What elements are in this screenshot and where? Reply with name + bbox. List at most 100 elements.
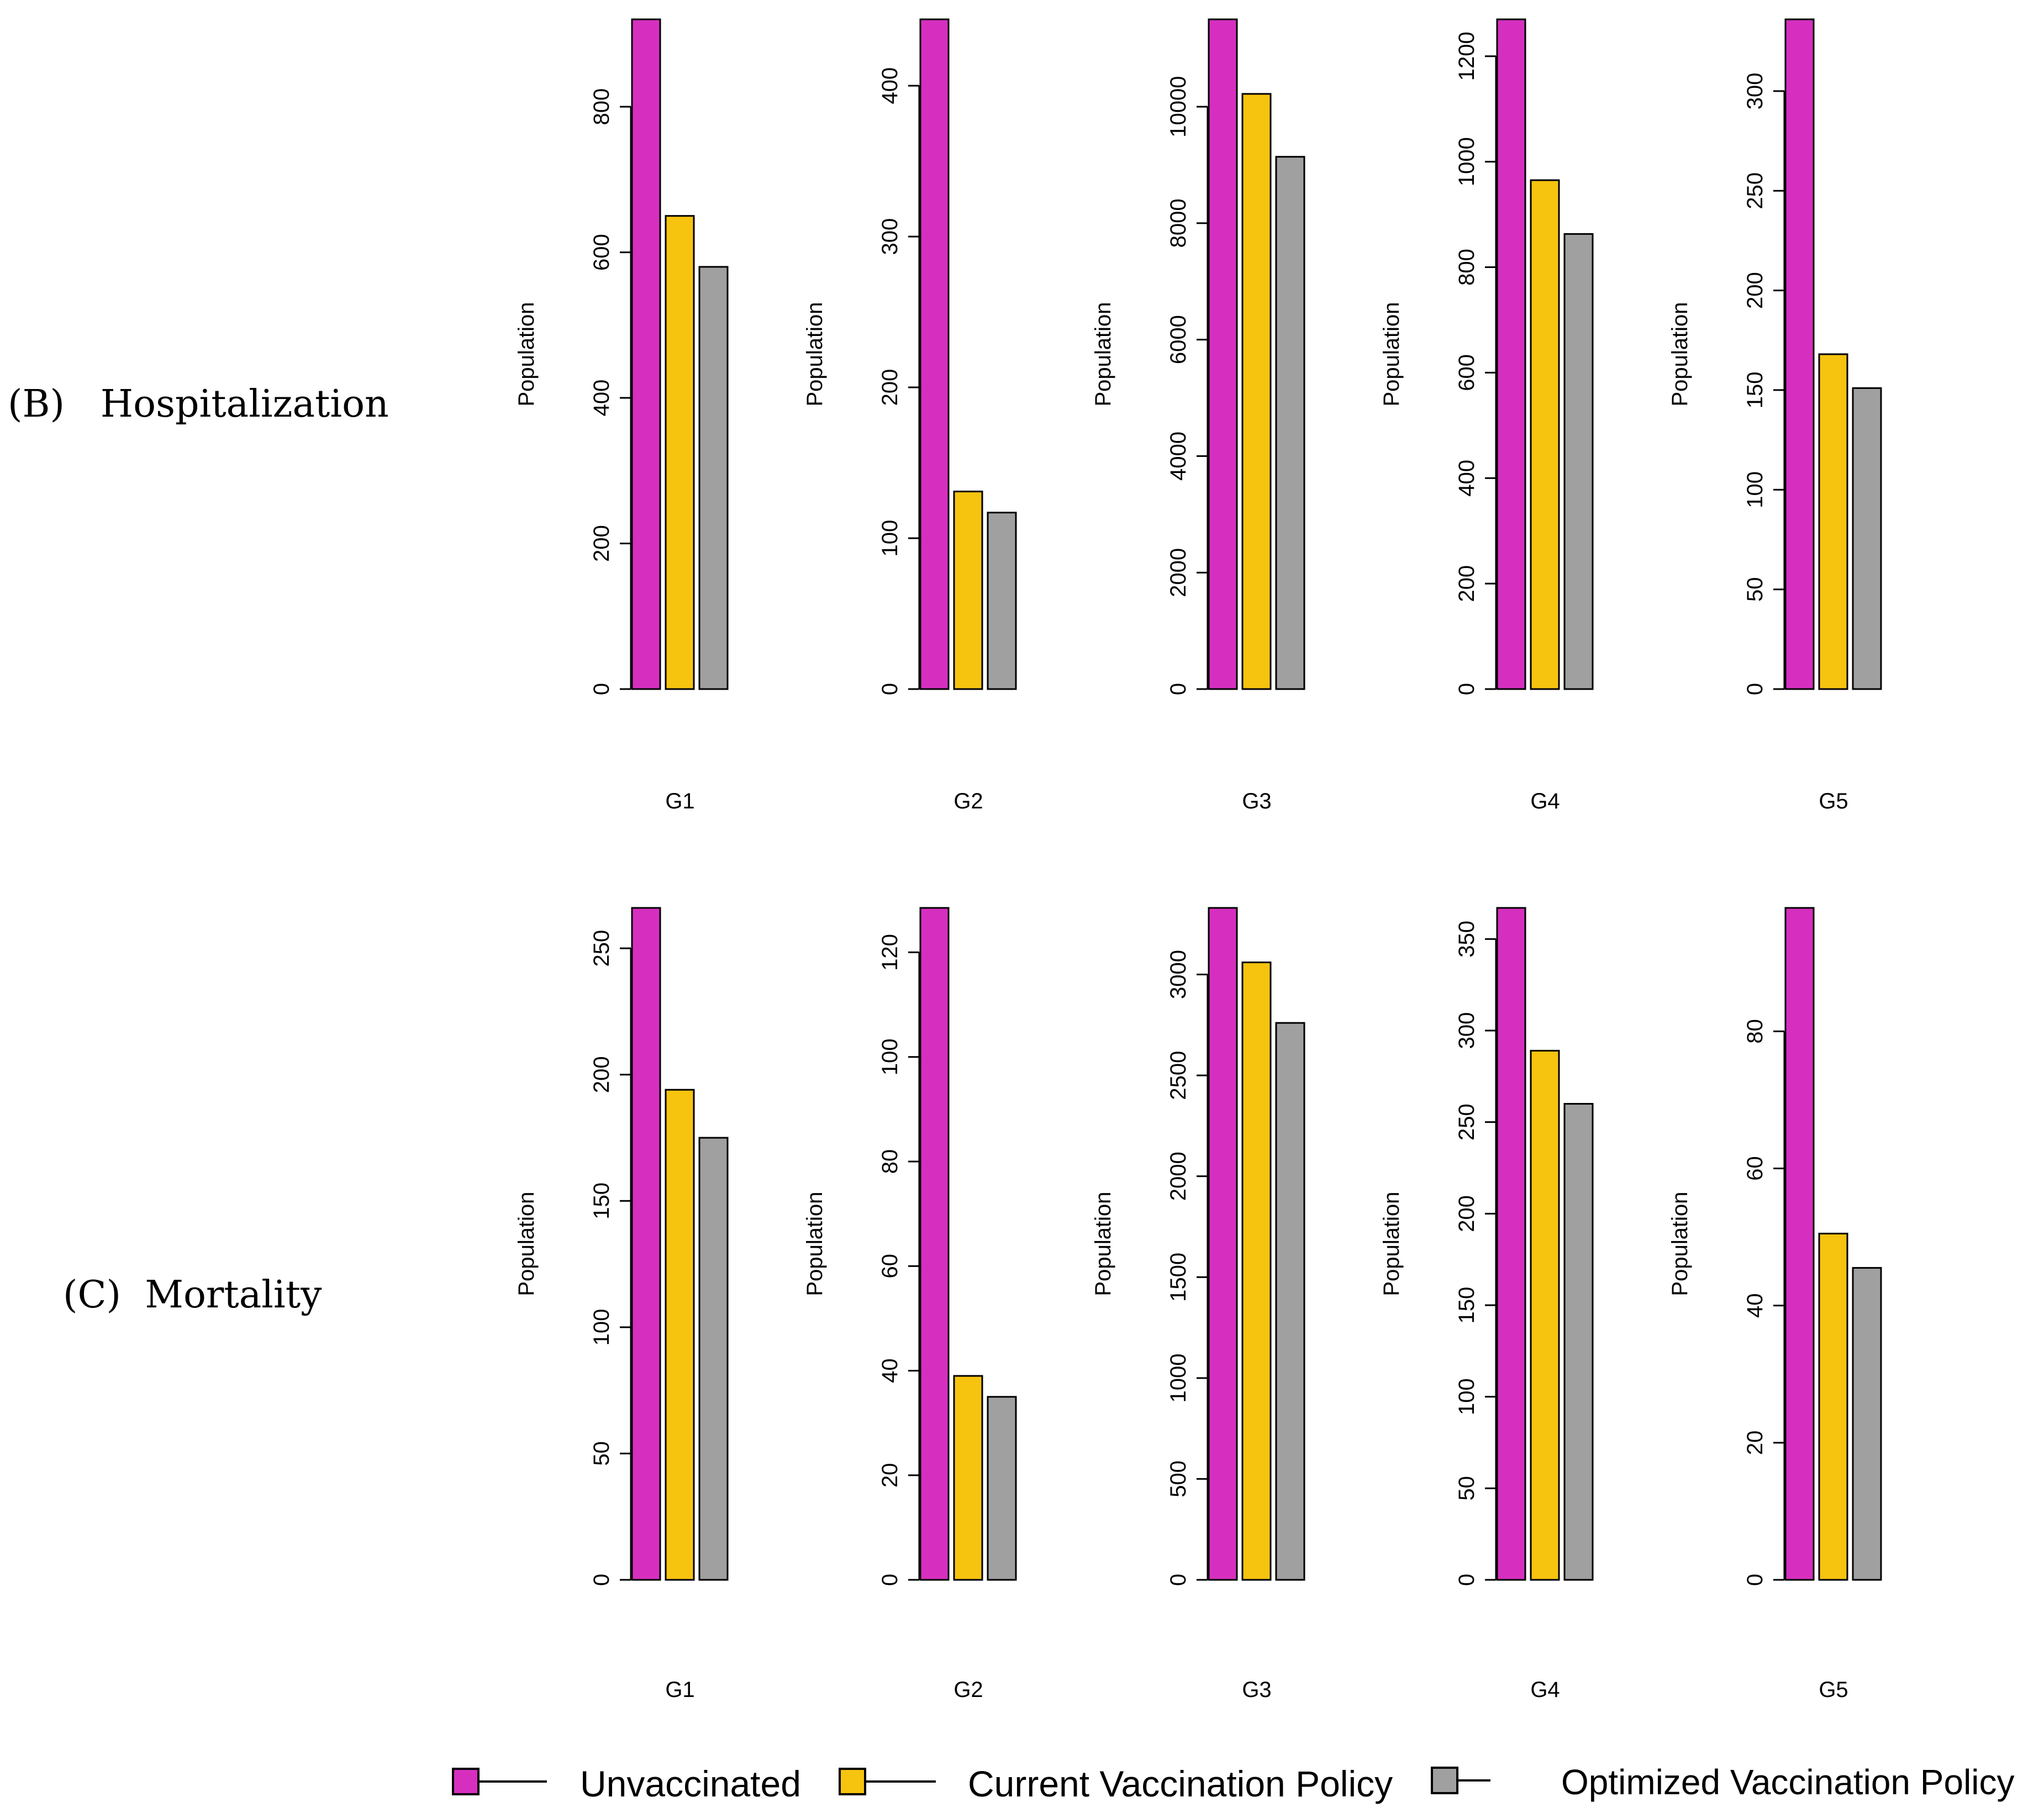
y-tick-label: 80 <box>1743 1019 1767 1044</box>
y-tick-label: 1000 <box>1455 137 1479 186</box>
bar-optimized-vaccination-policy <box>698 266 729 690</box>
y-tick-label: 2000 <box>1166 548 1190 597</box>
y-tick-label: 20 <box>878 1463 902 1488</box>
category-label: G3 <box>1242 1678 1271 1702</box>
bar-current-vaccination-policy <box>1241 961 1272 1581</box>
y-tick-label: 800 <box>1455 249 1479 286</box>
bar-unvaccinated <box>631 907 661 1581</box>
y-tick-label: 300 <box>1455 1012 1479 1049</box>
y-tick-label: 150 <box>1455 1287 1479 1324</box>
bar-unvaccinated <box>919 907 950 1581</box>
y-tick-label: 0 <box>878 1574 902 1586</box>
bar-unvaccinated <box>1784 907 1815 1581</box>
chart-panel-0-2: 0 2000 4000 6000 8000 10000 Population G3 <box>1091 18 1305 813</box>
category-label: G4 <box>1530 789 1560 813</box>
chart-panel-0-4: 0 50 100 150 200 250 300 Population G5 <box>1668 18 1882 813</box>
row-labels: (B) Hospitalization (C) Mortality <box>8 382 389 1317</box>
category-label: G4 <box>1530 1678 1560 1702</box>
y-axis-label: Population <box>1091 302 1115 406</box>
y-tick-label: 150 <box>1743 372 1767 409</box>
y-tick-label: 40 <box>878 1358 902 1383</box>
y-tick-label: 50 <box>1455 1476 1479 1501</box>
bar-unvaccinated <box>1496 907 1526 1581</box>
chart-panel-1-0: 0 50 100 150 200 250 Population G1 <box>514 907 729 1702</box>
y-tick-label: 20 <box>1743 1431 1767 1456</box>
y-axis-label: Population <box>1091 1191 1115 1296</box>
y-tick-label: 60 <box>1743 1156 1767 1181</box>
bar-current-vaccination-policy <box>665 1089 695 1581</box>
bar-unvaccinated <box>1208 18 1238 690</box>
y-tick-label: 300 <box>1743 72 1767 109</box>
y-tick-label: 150 <box>589 1183 614 1220</box>
y-tick-label: 100 <box>878 520 902 557</box>
y-tick-label: 1200 <box>1455 31 1479 81</box>
bar-unvaccinated <box>631 18 661 690</box>
bar-unvaccinated <box>1496 18 1526 690</box>
y-tick-label: 200 <box>878 369 902 406</box>
chart-panels: 0200400600800PopulationG10100200300400Po… <box>514 18 1882 1702</box>
y-tick-label: 50 <box>1743 577 1767 602</box>
bar-optimized-vaccination-policy <box>1563 1103 1594 1581</box>
y-tick-label: 0 <box>1743 683 1767 695</box>
y-tick-label: 3000 <box>1166 950 1190 999</box>
y-tick-label: 200 <box>589 1056 614 1093</box>
category-label: G3 <box>1242 789 1271 813</box>
y-axis-label: Population <box>1379 302 1404 406</box>
bar-unvaccinated <box>1208 907 1238 1581</box>
y-tick-label: 0 <box>1166 683 1190 695</box>
bar-optimized-vaccination-policy <box>1563 233 1594 690</box>
y-tick-label: 1000 <box>1166 1353 1190 1402</box>
y-axis-label: Population <box>1668 1191 1692 1296</box>
legend-swatch <box>839 1768 866 1795</box>
y-axis-label: Population <box>514 302 539 406</box>
legend-item: Current Vaccination Policy <box>839 1763 1393 1804</box>
y-tick-label: 300 <box>878 218 902 255</box>
bar-current-vaccination-policy <box>1530 179 1560 690</box>
bar-unvaccinated <box>1784 18 1815 690</box>
bar-current-vaccination-policy <box>953 490 983 690</box>
bar-current-vaccination-policy <box>1530 1049 1560 1581</box>
y-tick-label: 0 <box>1166 1574 1190 1586</box>
y-tick-label: 0 <box>589 1574 614 1586</box>
y-tick-label: 0 <box>878 683 902 695</box>
y-axis-label: Population <box>1379 1191 1404 1296</box>
bar-current-vaccination-policy <box>1818 1232 1848 1581</box>
y-tick-label: 50 <box>589 1441 614 1466</box>
legend-label: Current Vaccination Policy <box>968 1763 1393 1804</box>
y-tick-label: 400 <box>589 380 614 417</box>
bar-optimized-vaccination-policy <box>1275 1022 1305 1581</box>
y-tick-label: 600 <box>1455 354 1479 391</box>
category-label: G2 <box>953 1678 983 1702</box>
legend-swatch <box>1431 1767 1458 1794</box>
y-tick-label: 6000 <box>1166 315 1190 364</box>
y-tick-label: 250 <box>589 930 614 967</box>
y-tick-label: 350 <box>1455 921 1479 958</box>
y-tick-label: 100 <box>878 1038 902 1075</box>
chart-panel-1-4: 0 20 40 60 80 Population G5 <box>1668 907 1882 1702</box>
y-tick-label: 0 <box>1455 683 1479 695</box>
chart-panel-1-3: 0 50 100 150 200 250 300 350 Population G4 <box>1379 907 1594 1702</box>
y-axis-label: Population <box>514 1191 539 1296</box>
y-tick-label: 2500 <box>1166 1051 1190 1100</box>
y-axis-label: Population <box>1668 302 1692 406</box>
y-tick-label: 0 <box>1455 1574 1479 1586</box>
bar-optimized-vaccination-policy <box>987 1396 1017 1581</box>
y-tick-label: 200 <box>1455 565 1479 602</box>
bar-unvaccinated <box>919 18 950 690</box>
legend-label: Unvaccinated <box>580 1763 801 1804</box>
y-tick-label: 500 <box>1166 1460 1190 1498</box>
y-tick-label: 4000 <box>1166 432 1190 481</box>
y-tick-label: 250 <box>1743 172 1767 209</box>
y-tick-label: 120 <box>878 934 902 971</box>
y-tick-label: 600 <box>589 234 614 271</box>
legend-label: Optimized Vaccination Policy <box>1561 1762 2015 1802</box>
y-tick-label: 400 <box>1455 460 1479 497</box>
category-label: G1 <box>665 1678 694 1702</box>
y-tick-label: 200 <box>1743 272 1767 309</box>
bar-optimized-vaccination-policy <box>1852 387 1882 690</box>
row-label-hospitalization: (B) Hospitalization <box>8 382 389 426</box>
bar-current-vaccination-policy <box>1241 93 1272 690</box>
legend-swatch <box>452 1768 480 1795</box>
bar-current-vaccination-policy <box>1818 353 1848 690</box>
y-tick-label: 2000 <box>1166 1152 1190 1201</box>
